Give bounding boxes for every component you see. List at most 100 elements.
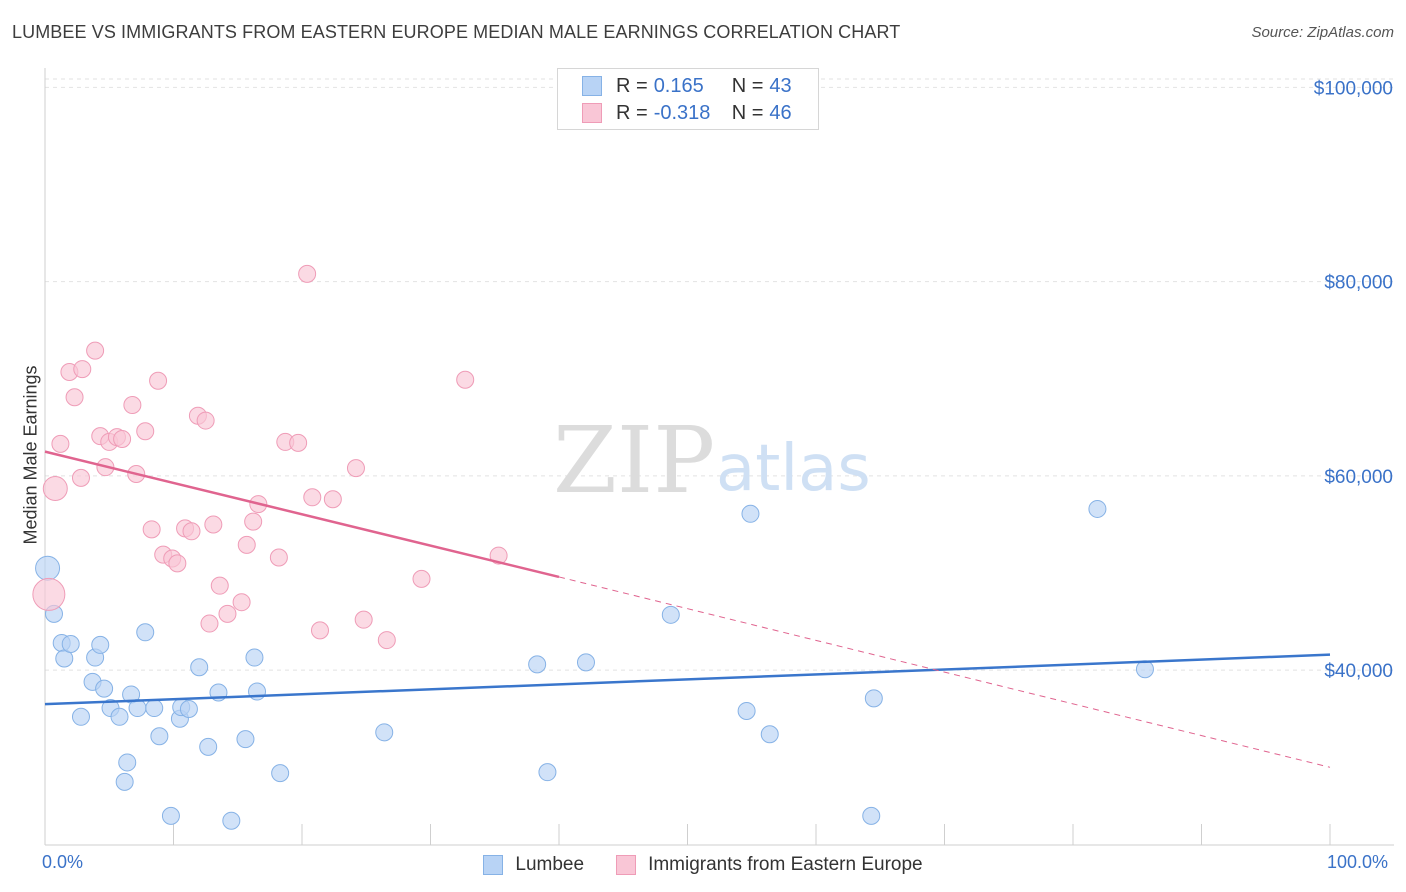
legend-n-label: N = (731, 101, 764, 124)
series-label-lumbee: Lumbee (515, 854, 585, 875)
immigrants-point (123, 396, 142, 415)
y-tick-label: $60,000 (1324, 467, 1393, 488)
immigrants-point (142, 520, 161, 539)
lumbee-point (150, 727, 169, 746)
immigrants-point (323, 490, 342, 509)
immigrants-point (73, 360, 92, 379)
immigrants-point (354, 610, 373, 629)
chart-title: LUMBEE VS IMMIGRANTS FROM EASTERN EUROPE… (12, 22, 901, 42)
x-tick-label-min: 0.0% (42, 852, 84, 872)
series-swatch-lumbee (483, 855, 504, 875)
chart-source: Source: ZipAtlas.com (1251, 24, 1394, 41)
y-tick-label: $40,000 (1324, 661, 1393, 682)
immigrants-point (86, 341, 105, 360)
lumbee-point (248, 682, 267, 701)
legend-r-label: R = (616, 101, 648, 124)
grid-layer (45, 78, 1394, 671)
immigrants-point (346, 459, 365, 478)
lumbee-point (95, 679, 114, 698)
y-tick-label: $100,000 (1314, 78, 1393, 99)
lumbee-point (661, 605, 680, 624)
series-legend: Lumbee Immigrants from Eastern Europe (0, 852, 1406, 878)
legend-n-value: 43 (769, 74, 792, 97)
lumbee-point (236, 730, 255, 749)
legend-r-value: -0.318 (653, 101, 711, 124)
lumbee-trend-line (44, 653, 1331, 706)
immigrants-trend-line (44, 450, 560, 579)
series-legend-immigrants: Immigrants from Eastern Europe (616, 854, 923, 876)
lumbee-point (190, 658, 209, 677)
watermark: ZIP atlas (553, 407, 871, 514)
lumbee-point (1135, 660, 1154, 679)
immigrants-point (303, 488, 322, 507)
lumbee-point (375, 723, 394, 742)
immigrants-point (200, 614, 219, 633)
lumbee-point (528, 655, 547, 674)
trend-layer (44, 450, 1331, 768)
lumbee-point (1088, 499, 1107, 518)
immigrants-trend-extension (558, 576, 1331, 768)
lumbee-point (199, 737, 218, 756)
immigrants-point (412, 569, 431, 588)
x-tick-label-max: 100.0% (1327, 852, 1389, 872)
correlation-legend: R = 0.165 N = 43 R = -0.318 N = 46 (557, 68, 819, 130)
lumbee-point (737, 701, 756, 720)
y-tick-labels: $40,000 $60,000 $80,000 $100,000 (1314, 78, 1393, 682)
immigrants-point (136, 422, 155, 441)
immigrants-point (489, 546, 508, 565)
lumbee-point (760, 725, 779, 744)
watermark-atlas: atlas (716, 432, 871, 506)
legend-row-lumbee: R = 0.165 N = 43 (582, 73, 792, 99)
immigrants-point (149, 371, 168, 390)
immigrants-point (456, 370, 475, 389)
immigrants-point (298, 264, 317, 283)
y-axis-label: Median Male Earnings (20, 365, 41, 545)
lumbee-point (145, 699, 164, 718)
series-legend-lumbee: Lumbee (483, 854, 584, 876)
immigrants-point (168, 554, 187, 573)
immigrants-point (377, 631, 396, 650)
lumbee-point (61, 634, 80, 653)
immigrants-point (269, 548, 288, 567)
lumbee-point (115, 772, 134, 791)
legend-swatch-lumbee (582, 76, 602, 96)
y-tick-label: $80,000 (1324, 273, 1393, 294)
lumbee-point (271, 764, 290, 783)
immigrants-point (204, 515, 223, 534)
immigrants-point (210, 576, 229, 595)
immigrants-point (244, 512, 263, 531)
lumbee-point (91, 635, 110, 654)
immigrants-point (289, 433, 308, 452)
immigrants-point (218, 604, 237, 623)
legend-row-immigrants: R = -0.318 N = 46 (582, 100, 792, 126)
immigrants-point (113, 430, 132, 449)
lumbee-point (71, 707, 90, 726)
lumbee-point (245, 648, 264, 667)
legend-r-label: R = (616, 74, 648, 97)
lumbee-point (538, 763, 557, 782)
immigrants-point (51, 434, 70, 453)
axis-layer (44, 68, 1394, 846)
legend-n-label: N = (731, 74, 764, 97)
points-layer (32, 264, 1154, 830)
immigrants-point (32, 577, 66, 611)
immigrants-point (232, 593, 251, 612)
lumbee-point (35, 555, 61, 581)
lumbee-point (110, 707, 129, 726)
series-label-immigrants: Immigrants from Eastern Europe (648, 854, 923, 875)
lumbee-point (118, 753, 137, 772)
lumbee-point (222, 811, 241, 830)
watermark-zip: ZIP (553, 407, 715, 514)
lumbee-point (179, 700, 198, 719)
legend-r-value: 0.165 (653, 74, 704, 97)
immigrants-point (310, 621, 329, 640)
lumbee-point (576, 653, 595, 672)
lumbee-point (161, 806, 180, 825)
lumbee-point (136, 623, 155, 642)
legend-swatch-immigrants (582, 103, 602, 123)
immigrants-point (237, 535, 256, 554)
lumbee-point (862, 806, 881, 825)
lumbee-point (128, 699, 147, 718)
legend-n-value: 46 (769, 101, 792, 124)
